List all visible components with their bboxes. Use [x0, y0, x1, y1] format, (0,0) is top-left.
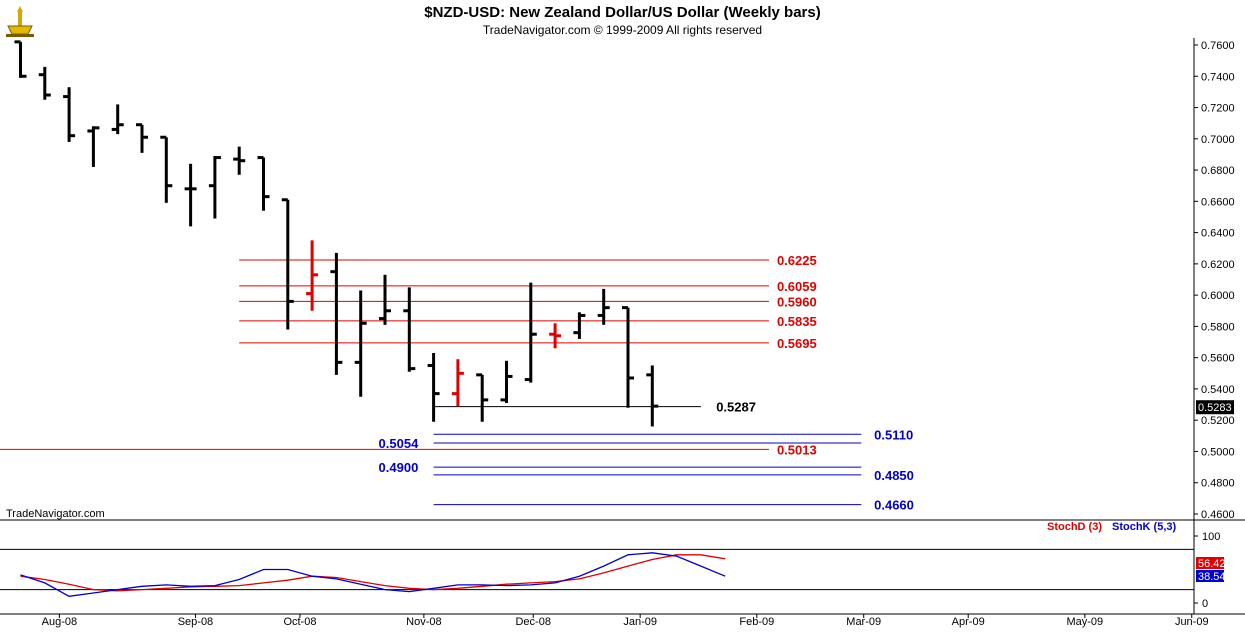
ohlc-bar — [38, 66, 51, 100]
ohlc-bar — [160, 135, 173, 203]
y-tick-label: 0.5600 — [1201, 353, 1235, 365]
level-label: 0.5287 — [716, 400, 756, 415]
ohlc-bar — [184, 163, 197, 227]
ohlc-bar — [597, 288, 610, 325]
y-tick-label: 0.6600 — [1201, 196, 1235, 208]
chart-copyright: TradeNavigator.com © 1999-2009 All right… — [482, 23, 763, 37]
ohlc-bar — [379, 274, 391, 325]
y-tick-label: 0.5400 — [1201, 384, 1235, 396]
ohlc-bar — [136, 123, 148, 153]
ohlc-bar — [354, 290, 367, 397]
stoch-y-tick-label: 100 — [1202, 531, 1220, 543]
ohlc-bar — [208, 155, 221, 219]
ohlc-bar — [306, 240, 319, 311]
x-tick-label: Feb-09 — [739, 616, 774, 628]
x-tick-label: Nov-08 — [406, 616, 441, 628]
current-price-label: 0.5283 — [1198, 402, 1232, 414]
y-tick-label: 0.4800 — [1201, 478, 1235, 490]
ohlc-bar — [87, 126, 100, 167]
x-tick-label: Jun-09 — [1175, 616, 1209, 628]
ohlc-bar — [403, 287, 416, 372]
stoch-d-value: 56.42 — [1198, 558, 1226, 570]
ohlc-bar — [573, 312, 586, 339]
ohlc-bar — [549, 323, 562, 349]
level-label: 0.6225 — [777, 253, 817, 268]
level-label: 0.4850 — [874, 468, 914, 483]
level-label: 0.5835 — [777, 314, 817, 329]
chart-title: $NZD-USD: New Zealand Dollar/US Dollar (… — [424, 4, 821, 21]
y-tick-label: 0.5200 — [1201, 415, 1235, 427]
ohlc-bar — [500, 360, 513, 404]
ohlc-bar — [646, 365, 659, 427]
stoch-series-line — [20, 552, 726, 597]
y-tick-label: 0.6000 — [1201, 290, 1235, 302]
stoch-k-value: 38.54 — [1198, 571, 1226, 583]
stoch-series-line — [20, 554, 726, 592]
x-tick-label: May-09 — [1066, 616, 1103, 628]
current-price-tag — [1196, 400, 1234, 415]
ohlc-bar — [14, 40, 27, 78]
level-label: 0.5695 — [777, 336, 817, 351]
ohlc-bar — [63, 87, 76, 142]
y-tick-label: 0.7200 — [1201, 103, 1235, 115]
y-tick-label: 0.4600 — [1201, 509, 1235, 521]
y-tick-label: 0.5800 — [1201, 321, 1235, 333]
ohlc-bar — [476, 373, 489, 422]
y-tick-label: 0.7000 — [1201, 134, 1235, 146]
y-tick-label: 0.6800 — [1201, 165, 1235, 177]
level-label: 0.5054 — [379, 436, 420, 451]
legend-stoch-k: StochK (5,3) — [1112, 521, 1177, 533]
level-label: 0.5110 — [874, 427, 913, 442]
level-label: 0.5013 — [777, 442, 817, 457]
ohlc-bar — [111, 104, 124, 135]
level-label: 0.4900 — [379, 460, 419, 475]
ohlc-bar — [622, 306, 634, 408]
ohlc-bar — [330, 252, 343, 375]
ohlc-bar — [524, 282, 537, 383]
y-tick-label: 0.7400 — [1201, 71, 1235, 83]
x-tick-label: Mar-09 — [846, 616, 881, 628]
stoch-y-tick-label: 0 — [1202, 598, 1208, 610]
legend-stoch-d: StochD (3) — [1047, 521, 1102, 533]
level-label: 0.6059 — [777, 279, 817, 294]
watermark-text: TradeNavigator.com — [6, 508, 105, 520]
y-tick-label: 0.7600 — [1201, 40, 1235, 52]
ohlc-bar — [233, 146, 246, 175]
x-tick-label: Dec-08 — [515, 616, 550, 628]
stoch-k-tag — [1196, 570, 1224, 582]
level-label: 0.4660 — [874, 498, 914, 513]
x-tick-label: Jan-09 — [623, 616, 657, 628]
x-tick-label: Oct-08 — [283, 616, 316, 628]
trade-navigator-logo-icon — [6, 6, 34, 37]
stoch-d-tag — [1196, 557, 1224, 569]
ohlc-bar — [257, 156, 270, 211]
x-tick-label: Aug-08 — [42, 616, 77, 628]
ohlc-bar — [451, 359, 464, 407]
level-label: 0.5960 — [777, 294, 817, 309]
y-tick-label: 0.6400 — [1201, 228, 1235, 240]
x-tick-label: Apr-09 — [952, 616, 985, 628]
y-tick-label: 0.5000 — [1201, 446, 1235, 458]
ohlc-bar — [427, 352, 440, 422]
ohlc-bar — [281, 198, 294, 330]
x-tick-label: Sep-08 — [178, 616, 213, 628]
y-tick-label: 0.6200 — [1201, 259, 1235, 271]
